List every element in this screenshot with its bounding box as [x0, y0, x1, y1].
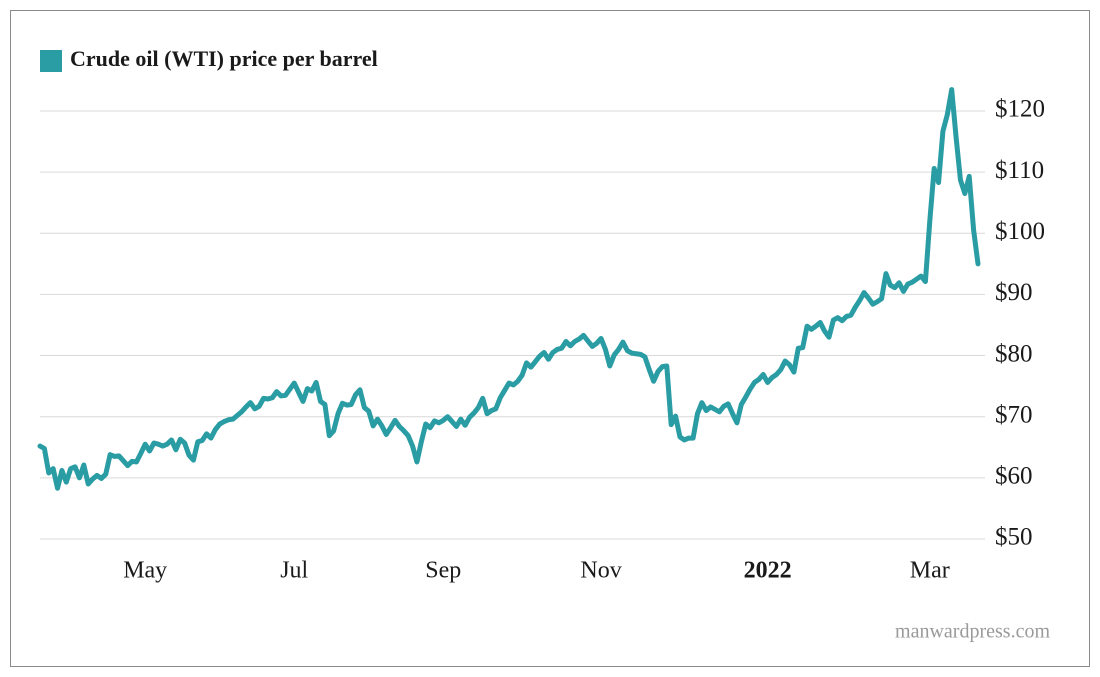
plot — [37, 87, 981, 491]
source: manwardpress.com — [895, 621, 1050, 643]
y-tick-label: $100 — [995, 218, 1045, 245]
y-tick-label: $80 — [995, 340, 1033, 367]
chart-frame — [10, 10, 1090, 667]
x-tick-label: Jul — [280, 558, 308, 584]
y-tick-label: $90 — [995, 279, 1033, 306]
y-tick-label: $60 — [995, 463, 1033, 490]
grid: $50 $60 $70 $80 $90 $100 $110 $120 May Jul Sep Nov 2… — [40, 96, 1045, 584]
y-tick-label: $70 — [995, 401, 1033, 428]
y-tick-label: $120 — [995, 96, 1045, 123]
x-tick-label: May — [123, 558, 167, 584]
legend: Crude oil (WTI) price per barrel — [40, 46, 378, 72]
y-tick-label: $50 — [995, 524, 1033, 551]
x-tick-label: Nov — [580, 558, 621, 584]
x-tick-label: Mar — [910, 558, 950, 584]
x-tick-label: Sep — [425, 558, 461, 584]
y-tick-label: $110 — [995, 157, 1044, 184]
price-line — [37, 87, 981, 491]
x-tick-label: 2022 — [744, 558, 792, 584]
legend-label: Crude oil (WTI) price per barrel — [70, 46, 378, 71]
legend-swatch — [40, 50, 62, 72]
